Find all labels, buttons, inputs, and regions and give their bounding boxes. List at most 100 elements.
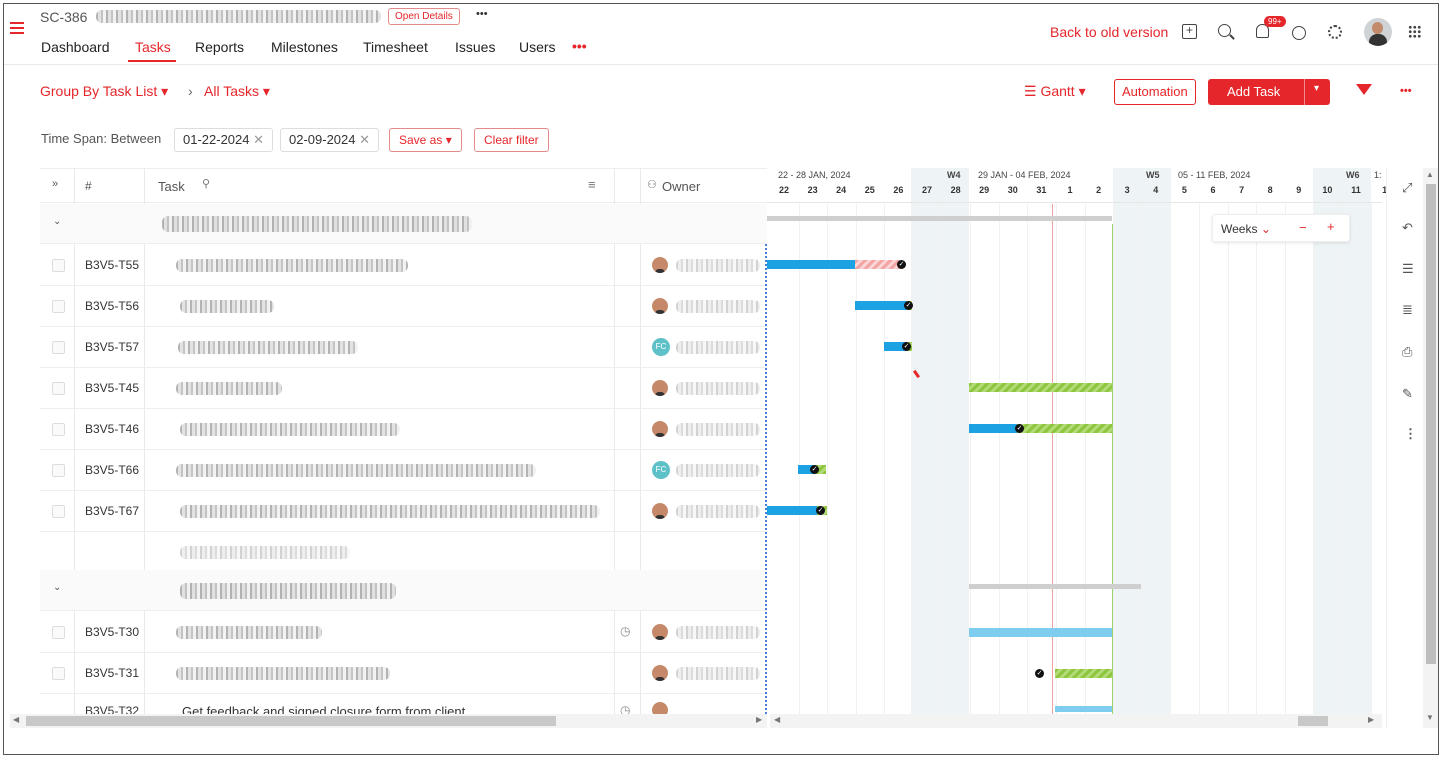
- scroll-down-icon[interactable]: ▼: [1426, 713, 1434, 722]
- close-icon[interactable]: ✕: [359, 132, 371, 147]
- tab-milestones[interactable]: Milestones: [271, 39, 338, 55]
- table-row[interactable]: B3V5-T46: [40, 409, 767, 450]
- table-hscrollbar[interactable]: ◀ ▶: [10, 714, 767, 728]
- fullscreen-icon[interactable]: ⤢: [1402, 180, 1413, 195]
- scroll-right-icon[interactable]: ▶: [756, 715, 763, 724]
- open-details-button[interactable]: Open Details: [388, 8, 460, 25]
- table-row[interactable]: B3V5-T45: [40, 368, 767, 409]
- project-more-button[interactable]: •••: [476, 8, 488, 20]
- scrollbar-thumb[interactable]: [26, 716, 556, 726]
- zoom-in-button[interactable]: +: [1327, 219, 1335, 234]
- task-pin-icon[interactable]: ⚲: [202, 178, 211, 190]
- undo-icon[interactable]: ↶: [1402, 220, 1413, 235]
- back-to-old-version-link[interactable]: Back to old version: [1050, 24, 1169, 40]
- tabs-more-button[interactable]: •••: [572, 38, 587, 54]
- task-name-redacted[interactable]: [176, 626, 322, 639]
- table-row[interactable]: B3V5-T67: [40, 491, 767, 532]
- task-name-redacted[interactable]: [176, 382, 282, 395]
- col-task[interactable]: Task: [158, 179, 185, 194]
- task-bar[interactable]: [969, 383, 1112, 392]
- row-checkbox[interactable]: [52, 464, 65, 477]
- scrollbar-thumb[interactable]: [1426, 184, 1436, 664]
- task-progress-bar[interactable]: [1017, 424, 1112, 433]
- task-id[interactable]: B3V5-T67: [85, 504, 140, 518]
- tab-issues[interactable]: Issues: [455, 39, 496, 55]
- table-row[interactable]: B3V5-T66 FC: [40, 450, 767, 491]
- table-row[interactable]: B3V5-T56: [40, 286, 767, 327]
- gantt-hscrollbar[interactable]: ◀ ▶: [770, 714, 1382, 728]
- gantt-view-dropdown[interactable]: ☰ Gantt ▾: [1024, 83, 1086, 99]
- row-checkbox[interactable]: [52, 505, 65, 518]
- group-row[interactable]: ⌄: [40, 204, 767, 244]
- save-as-button[interactable]: Save as ▾: [389, 128, 462, 152]
- row-checkbox[interactable]: [52, 667, 65, 680]
- task-bar[interactable]: [1055, 669, 1112, 678]
- filter-icon[interactable]: [1356, 84, 1372, 95]
- task-bar[interactable]: [969, 628, 1112, 637]
- row-checkbox[interactable]: [52, 423, 65, 436]
- table-row[interactable]: B3V5-T30 ◷: [40, 612, 767, 653]
- close-icon[interactable]: ✕: [253, 132, 265, 147]
- automation-button[interactable]: Automation: [1114, 79, 1196, 105]
- column-settings-icon[interactable]: ≡: [588, 177, 596, 192]
- scroll-left-icon[interactable]: ◀: [774, 715, 781, 724]
- date-from-chip[interactable]: 01-22-2024 ✕: [174, 128, 274, 152]
- task-id[interactable]: B3V5-T56: [85, 299, 140, 313]
- bell-icon[interactable]: [1256, 24, 1269, 38]
- task-id[interactable]: B3V5-T31: [85, 666, 140, 680]
- task-name-redacted[interactable]: [176, 667, 390, 680]
- toolbar-more-button[interactable]: •••: [1400, 85, 1412, 97]
- task-id[interactable]: B3V5-T55: [85, 258, 140, 272]
- all-tasks-dropdown[interactable]: All Tasks ▾: [204, 83, 270, 99]
- task-id[interactable]: B3V5-T66: [85, 463, 140, 477]
- align-icon[interactable]: ≣: [1402, 302, 1413, 317]
- task-name-redacted[interactable]: [176, 464, 536, 477]
- clear-filter-button[interactable]: Clear filter: [474, 128, 549, 152]
- table-row[interactable]: B3V5-T32 Get feedback and signed closure …: [40, 694, 767, 714]
- task-bar[interactable]: [798, 465, 814, 474]
- gantt-divider[interactable]: [765, 244, 767, 714]
- task-bar[interactable]: [1055, 706, 1112, 712]
- tab-tasks[interactable]: Tasks: [135, 39, 171, 55]
- col-owner[interactable]: Owner: [662, 179, 701, 194]
- task-name-redacted[interactable]: [178, 341, 358, 354]
- row-checkbox[interactable]: [52, 626, 65, 639]
- group-summary-bar[interactable]: [767, 216, 1112, 221]
- apps-grid-icon[interactable]: [1408, 25, 1421, 38]
- chevron-down-icon[interactable]: ⌄: [53, 582, 62, 593]
- settings-icon[interactable]: [1328, 25, 1342, 39]
- task-id[interactable]: B3V5-T46: [85, 422, 140, 436]
- task-progress-bar[interactable]: [814, 465, 826, 474]
- more-vertical-icon[interactable]: ⋮: [1404, 426, 1417, 441]
- task-id[interactable]: B3V5-T32: [85, 704, 140, 714]
- scroll-up-icon[interactable]: ▲: [1426, 170, 1434, 179]
- chevron-down-icon[interactable]: ⌄: [53, 216, 62, 227]
- expand-all-icon[interactable]: »: [52, 178, 59, 190]
- scrollbar-thumb[interactable]: [1298, 716, 1328, 726]
- task-bar[interactable]: [969, 424, 1017, 433]
- task-name-redacted[interactable]: [180, 423, 400, 436]
- user-avatar[interactable]: [1364, 18, 1392, 46]
- task-overdue-bar[interactable]: [855, 260, 900, 269]
- scroll-right-icon[interactable]: ▶: [1368, 715, 1375, 724]
- row-checkbox[interactable]: [52, 341, 65, 354]
- hamburger-icon[interactable]: [10, 22, 24, 34]
- row-checkbox[interactable]: [52, 259, 65, 272]
- tab-timesheet[interactable]: Timesheet: [363, 39, 428, 55]
- tab-users[interactable]: Users: [519, 39, 556, 55]
- zoom-out-button[interactable]: −: [1299, 220, 1307, 235]
- add-task-dropdown-icon[interactable]: ▾: [1314, 83, 1320, 94]
- task-bar[interactable]: [884, 342, 908, 351]
- row-checkbox[interactable]: [52, 382, 65, 395]
- tab-dashboard[interactable]: Dashboard: [41, 39, 110, 55]
- task-bar[interactable]: [767, 506, 817, 515]
- table-row[interactable]: B3V5-T55: [40, 245, 767, 286]
- task-id[interactable]: B3V5-T30: [85, 625, 140, 639]
- print-icon[interactable]: ⎙: [1402, 344, 1413, 359]
- filter-settings-icon[interactable]: ☰: [1402, 261, 1414, 276]
- task-id[interactable]: B3V5-T45: [85, 381, 140, 395]
- timer-icon[interactable]: ◷: [620, 624, 631, 638]
- zoom-level-dropdown[interactable]: Weeks ⌄: [1221, 222, 1271, 236]
- add-task-button[interactable]: Add Task ▾: [1208, 79, 1330, 105]
- group-summary-bar[interactable]: [969, 584, 1141, 589]
